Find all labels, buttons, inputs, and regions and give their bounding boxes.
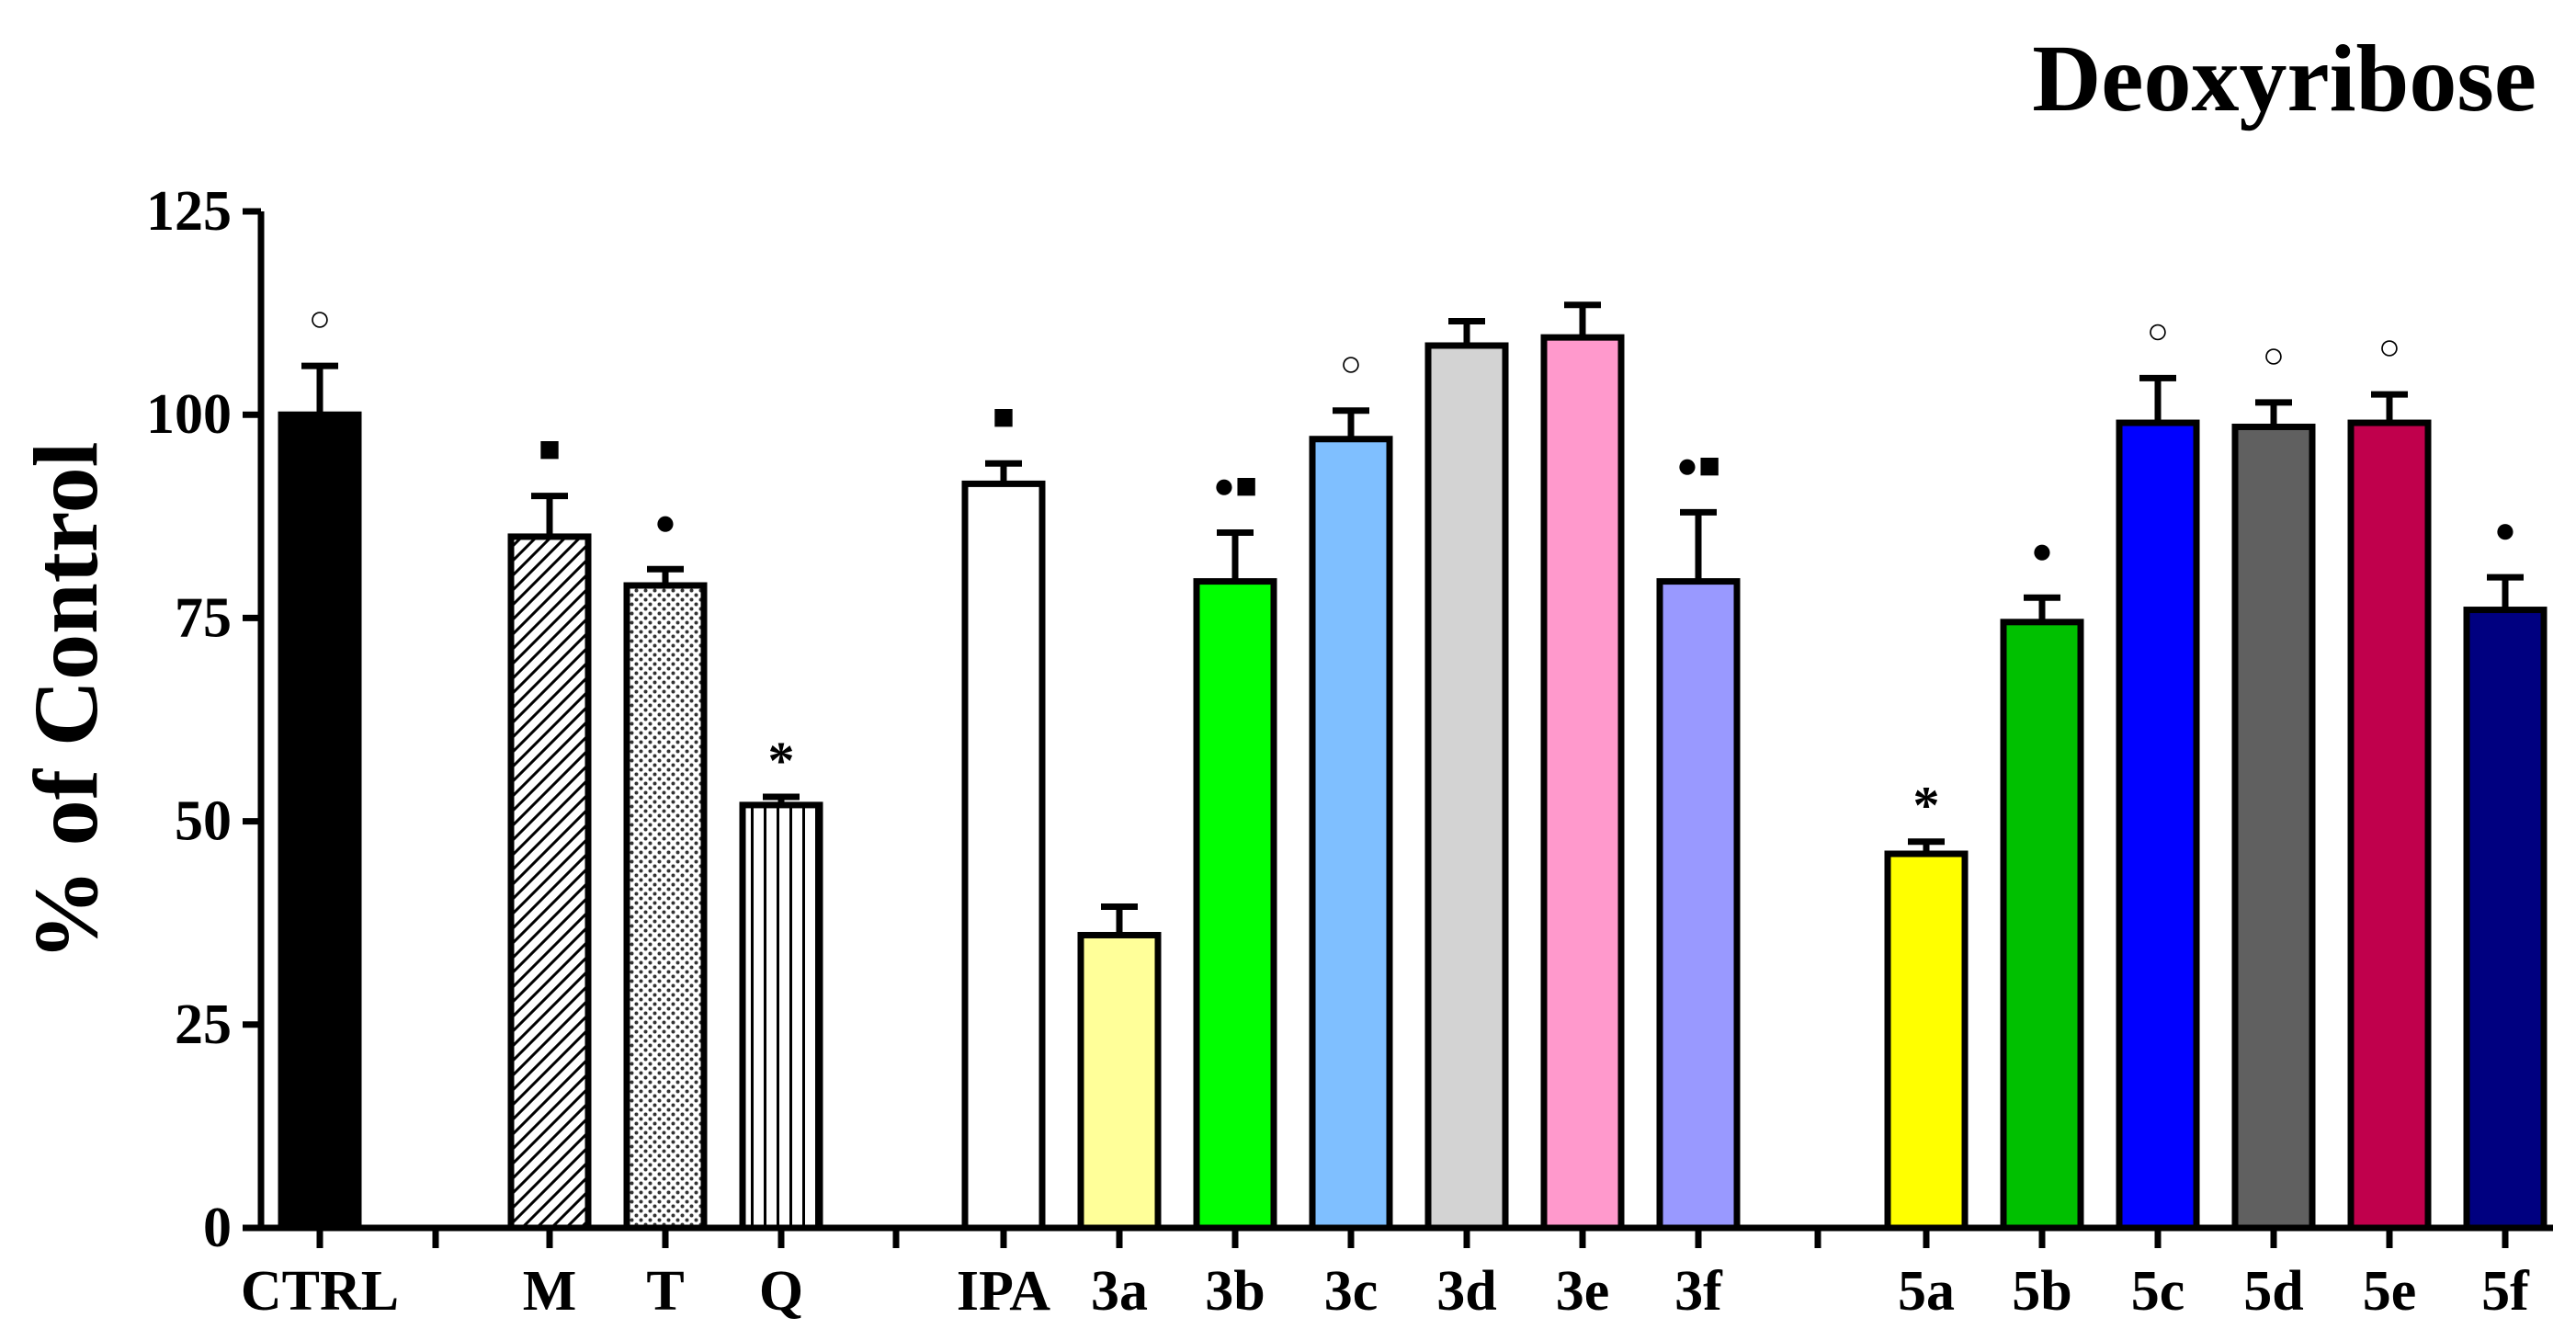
significance-marker-3f: ●■ xyxy=(1676,444,1720,485)
significance-marker-3c: ○ xyxy=(1340,343,1362,384)
significance-marker-CTRL: ○ xyxy=(309,298,331,339)
x-ticks: CTRL M T Q IPA 3a 3b 3c 3d 3e 3f 5a 5b 5c 5d 5e 5f xyxy=(241,1228,2530,1323)
bar-3e xyxy=(1540,334,1625,1232)
bar-Q xyxy=(739,801,823,1232)
bar-5c xyxy=(2116,419,2200,1232)
bar-5a xyxy=(1884,850,1969,1232)
bar-5b xyxy=(2000,619,2084,1232)
bar-T xyxy=(623,582,708,1232)
y-tick-label: 125 xyxy=(146,180,232,243)
x-tick-label-T: T xyxy=(646,1260,684,1323)
x-tick-label-5b: 5b xyxy=(2012,1260,2071,1323)
y-tick-label: 75 xyxy=(175,586,232,649)
x-tick-label-Q: Q xyxy=(759,1260,803,1323)
bar-3d xyxy=(1424,342,1509,1232)
significance-marker-T: ● xyxy=(654,501,676,542)
significance-marker-Q: * xyxy=(768,731,795,790)
bar-5f xyxy=(2463,607,2548,1232)
x-tick-label-3e: 3e xyxy=(1556,1260,1610,1323)
bar-M xyxy=(507,533,592,1232)
bar-5d xyxy=(2231,423,2316,1232)
x-tick-label-5c: 5c xyxy=(2131,1260,2185,1323)
bar-3f xyxy=(1656,578,1741,1232)
x-tick-label-CTRL: CTRL xyxy=(241,1260,399,1323)
significance-marker-IPA: ■ xyxy=(993,395,1015,437)
significance-marker-3b: ●■ xyxy=(1213,464,1257,505)
x-tick-label-3a: 3a xyxy=(1091,1260,1148,1323)
y-axis-label: % of Control xyxy=(15,442,117,961)
x-tick-label-5e: 5e xyxy=(2363,1260,2417,1323)
significance-marker-5a: * xyxy=(1913,776,1940,835)
x-tick-label-5a: 5a xyxy=(1898,1260,1955,1323)
x-tick-label-IPA: IPA xyxy=(957,1260,1050,1323)
y-tick-label: 25 xyxy=(175,994,232,1056)
x-tick-label-3d: 3d xyxy=(1436,1260,1496,1323)
x-tick-label-3f: 3f xyxy=(1674,1260,1723,1323)
significance-marker-5e: ○ xyxy=(2378,326,2400,368)
significance-marker-5d: ○ xyxy=(2263,335,2285,376)
significance-marker-M: ■ xyxy=(539,428,561,470)
bar-CTRL xyxy=(278,411,362,1232)
x-tick-label-M: M xyxy=(523,1260,577,1323)
y-tick-label: 50 xyxy=(175,790,232,853)
chart-title: Deoxyribose xyxy=(2032,26,2536,131)
y-tick-label: 100 xyxy=(146,383,232,446)
x-tick-label-5f: 5f xyxy=(2481,1260,2530,1323)
bar-3c xyxy=(1309,436,1393,1232)
x-tick-label-3b: 3b xyxy=(1205,1260,1265,1323)
bars: ○ ■ ● * ■ ●■ ○ ●■ * ● ○ ○ ○ ● xyxy=(278,298,2548,1232)
bar-3a xyxy=(1077,931,1162,1232)
y-ticks: 0 25 50 75 100 125 xyxy=(146,180,261,1259)
x-tick-label-3c: 3c xyxy=(1324,1260,1379,1323)
significance-marker-5c: ○ xyxy=(2147,310,2169,351)
significance-marker-5f: ● xyxy=(2494,509,2516,551)
significance-marker-5b: ● xyxy=(2031,529,2053,571)
x-tick-label-5d: 5d xyxy=(2243,1260,2303,1323)
y-tick-label: 0 xyxy=(203,1197,232,1259)
bar-3b xyxy=(1193,578,1277,1232)
bar-5e xyxy=(2347,419,2432,1232)
bar-IPA xyxy=(961,480,1046,1232)
